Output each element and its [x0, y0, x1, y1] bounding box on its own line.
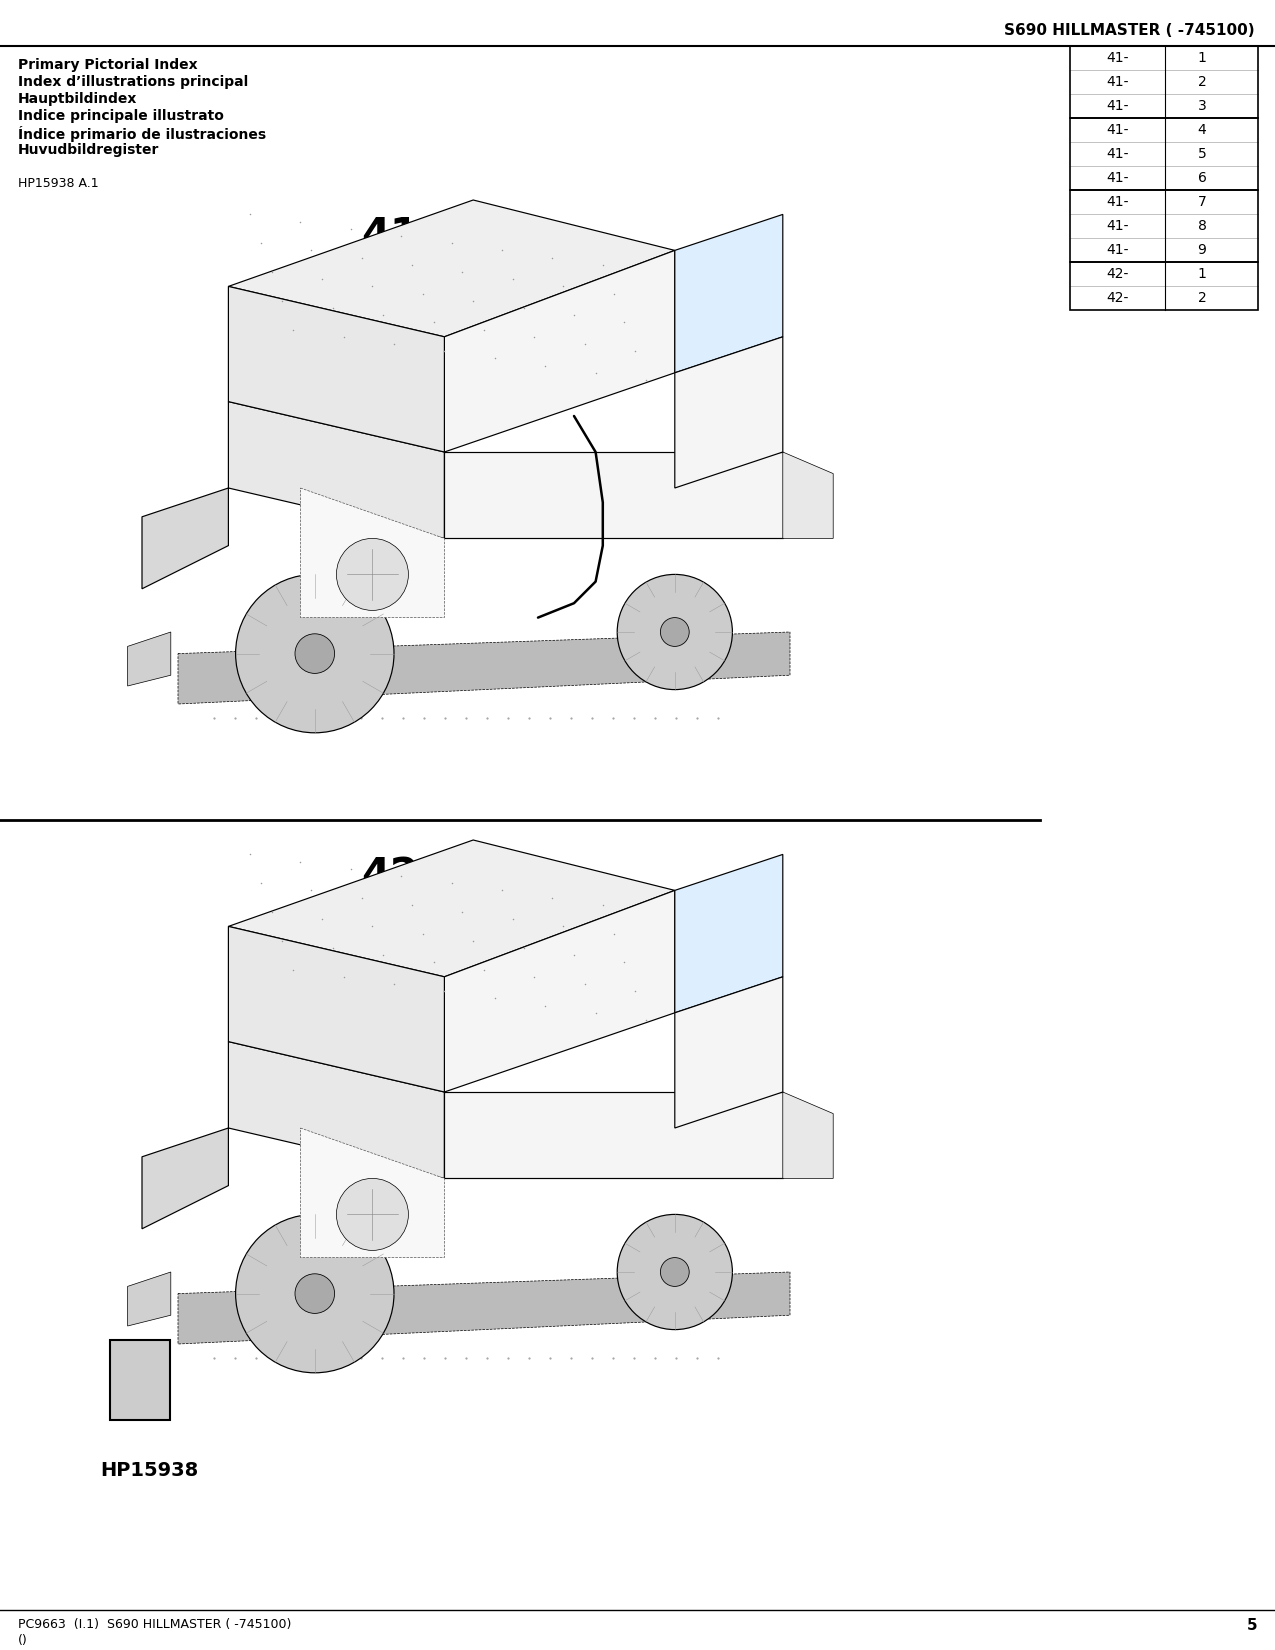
Polygon shape — [783, 452, 833, 538]
Polygon shape — [228, 200, 674, 337]
Polygon shape — [674, 214, 783, 373]
Text: 41-: 41- — [1107, 172, 1128, 185]
Text: 41-: 41- — [1107, 243, 1128, 257]
Text: 5: 5 — [1247, 1619, 1257, 1633]
Polygon shape — [674, 337, 783, 488]
Text: 6: 6 — [1197, 172, 1206, 185]
Polygon shape — [228, 926, 445, 1092]
Text: Índice primario de ilustraciones: Índice primario de ilustraciones — [18, 125, 266, 142]
Bar — [1070, 262, 1258, 285]
Text: 41-: 41- — [1107, 124, 1128, 137]
Text: 9: 9 — [1197, 243, 1206, 257]
Circle shape — [295, 634, 334, 673]
Text: Hauptbildindex: Hauptbildindex — [18, 92, 138, 106]
Circle shape — [617, 1214, 732, 1330]
Text: 41-: 41- — [1107, 147, 1128, 162]
Polygon shape — [228, 840, 674, 977]
Polygon shape — [674, 977, 783, 1129]
Text: 42: 42 — [361, 855, 419, 898]
Polygon shape — [228, 287, 445, 452]
Text: 41-: 41- — [1107, 74, 1128, 89]
Text: Primary Pictorial Index: Primary Pictorial Index — [18, 58, 198, 73]
Text: 2: 2 — [1197, 290, 1206, 305]
Text: 42-: 42- — [1107, 267, 1128, 280]
Bar — [1070, 190, 1258, 214]
Text: 2: 2 — [1197, 74, 1206, 89]
Text: Huvudbildregister: Huvudbildregister — [18, 144, 159, 157]
Bar — [1070, 190, 1258, 262]
Text: Indice principale illustrato: Indice principale illustrato — [18, 109, 224, 124]
Text: 41-: 41- — [1107, 51, 1128, 64]
Text: 1: 1 — [1197, 267, 1206, 280]
Polygon shape — [128, 1272, 171, 1327]
Text: 8: 8 — [1197, 219, 1206, 233]
Bar — [1070, 119, 1258, 142]
Circle shape — [236, 574, 394, 733]
Bar — [1070, 46, 1258, 69]
Bar — [1070, 69, 1258, 94]
Text: 42-: 42- — [1107, 290, 1128, 305]
Polygon shape — [142, 1129, 228, 1229]
Text: 4: 4 — [1197, 124, 1206, 137]
Polygon shape — [445, 1092, 783, 1178]
Text: HP15938: HP15938 — [99, 1460, 198, 1480]
Circle shape — [660, 617, 690, 647]
Circle shape — [236, 1214, 394, 1373]
Circle shape — [617, 574, 732, 690]
Bar — [1070, 214, 1258, 238]
Text: 41-: 41- — [1107, 195, 1128, 210]
Bar — [1070, 142, 1258, 167]
Polygon shape — [445, 251, 674, 452]
Polygon shape — [445, 452, 783, 538]
Text: S690 HILLMASTER ( -745100): S690 HILLMASTER ( -745100) — [1005, 23, 1255, 38]
Bar — [1070, 119, 1258, 190]
Circle shape — [660, 1257, 690, 1287]
Text: 1: 1 — [1197, 51, 1206, 64]
Bar — [110, 1340, 170, 1421]
Polygon shape — [128, 632, 171, 686]
Circle shape — [337, 538, 408, 610]
Text: 5: 5 — [1197, 147, 1206, 162]
Polygon shape — [783, 1092, 833, 1178]
Text: 3: 3 — [1197, 99, 1206, 112]
Text: HP15938 A.1: HP15938 A.1 — [18, 177, 98, 190]
Bar — [1070, 167, 1258, 190]
Polygon shape — [228, 401, 445, 538]
Polygon shape — [301, 488, 445, 617]
Polygon shape — [301, 1129, 445, 1257]
Text: PC9663  (I.1)  S690 HILLMASTER ( -745100): PC9663 (I.1) S690 HILLMASTER ( -745100) — [18, 1619, 292, 1630]
Polygon shape — [228, 1041, 445, 1178]
Bar — [1070, 262, 1258, 310]
Text: 41-: 41- — [1107, 99, 1128, 112]
Bar — [1070, 285, 1258, 310]
Text: (): () — [18, 1634, 28, 1647]
Text: Index d’illustrations principal: Index d’illustrations principal — [18, 74, 249, 89]
Text: 41: 41 — [361, 214, 419, 257]
Polygon shape — [445, 891, 674, 1092]
Bar — [1070, 46, 1258, 119]
Bar — [1070, 94, 1258, 119]
Polygon shape — [179, 632, 790, 705]
Circle shape — [337, 1178, 408, 1251]
Circle shape — [295, 1274, 334, 1313]
Bar — [1070, 238, 1258, 262]
Polygon shape — [674, 855, 783, 1013]
Polygon shape — [142, 488, 228, 589]
Text: 7: 7 — [1197, 195, 1206, 210]
Text: 41-: 41- — [1107, 219, 1128, 233]
Polygon shape — [179, 1272, 790, 1345]
